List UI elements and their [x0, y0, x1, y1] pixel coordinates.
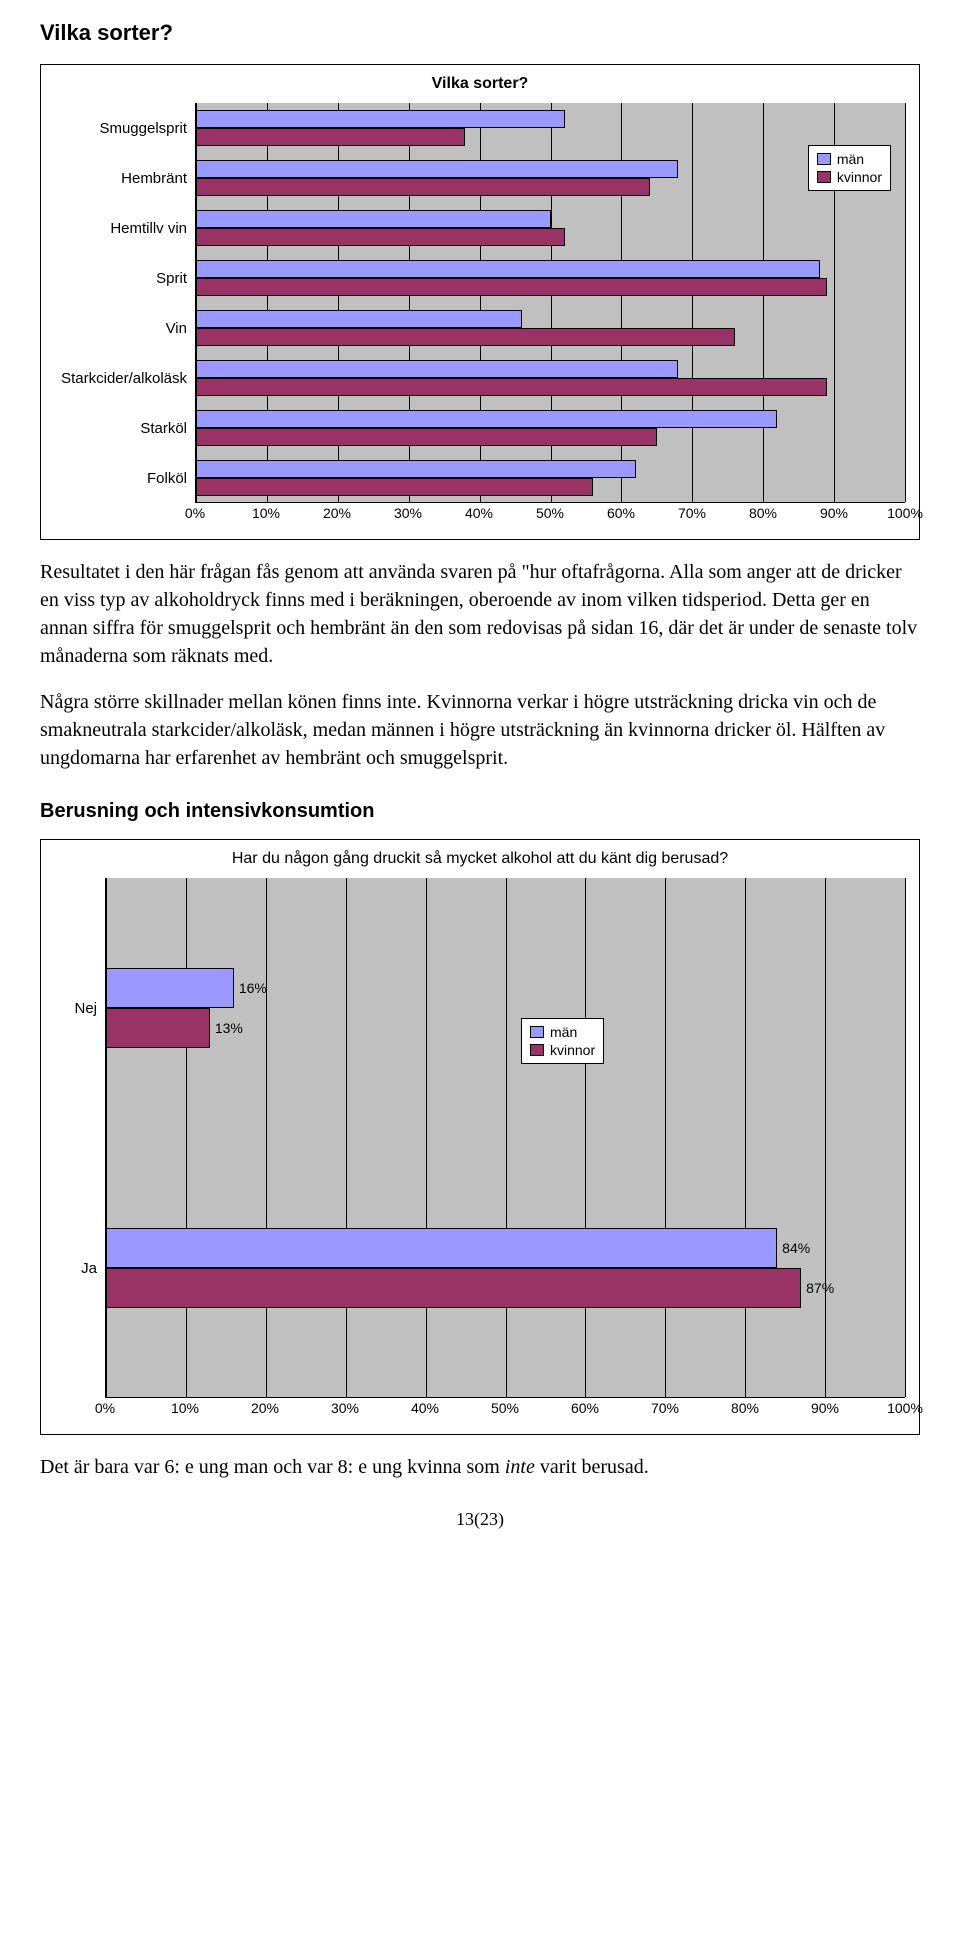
legend-swatch-man: [817, 153, 831, 165]
chart1-title: Vilka sorter?: [55, 75, 905, 93]
chart1-x-tick-label: 0%: [185, 505, 205, 521]
chart2-x-tick-label: 90%: [811, 1400, 839, 1416]
chart2-x-tick-label: 30%: [331, 1400, 359, 1416]
chart1-bar-group: [196, 453, 905, 503]
chart1-x-tick-label: 80%: [749, 505, 777, 521]
chart2-x-tick-label: 0%: [95, 1400, 115, 1416]
chart1-bar-group: [196, 353, 905, 403]
chart1-plot-area: [195, 103, 905, 503]
chart2-bar: 13%: [106, 1008, 210, 1048]
legend-swatch-kvinnor: [530, 1044, 544, 1056]
chart1-x-tick-label: 30%: [394, 505, 422, 521]
chart2-x-tick-label: 50%: [491, 1400, 519, 1416]
chart2-x-tick-label: 70%: [651, 1400, 679, 1416]
legend-label-man: män: [550, 1024, 577, 1040]
subheading-berusning: Berusning och intensivkonsumtion: [40, 800, 920, 823]
chart1-x-tick-label: 10%: [252, 505, 280, 521]
chart-vilka-sorter: Vilka sorter? SmuggelspritHembräntHemtil…: [40, 64, 920, 540]
chart2-bar: 16%: [106, 968, 234, 1008]
chart2-x-tick-label: 40%: [411, 1400, 439, 1416]
chart1-legend: män kvinnor: [808, 145, 891, 191]
paragraph-3: Det är bara var 6: e ung man och var 8: …: [40, 1453, 920, 1481]
legend-swatch-man: [530, 1026, 544, 1038]
chart2-category-label: Nej: [55, 878, 97, 1138]
chart1-x-tick-label: 20%: [323, 505, 351, 521]
chart1-x-tick-label: 90%: [820, 505, 848, 521]
chart1-bar: [196, 478, 593, 496]
chart1-category-label: Hemtillv vin: [55, 203, 187, 253]
chart1-bar: [196, 210, 551, 228]
page-number: 13(23): [40, 1509, 920, 1530]
chart1-bar-group: [196, 303, 905, 353]
chart1-category-label: Sprit: [55, 253, 187, 303]
chart1-bar: [196, 360, 678, 378]
chart1-bar: [196, 378, 827, 396]
chart2-bar-value-label: 16%: [239, 980, 267, 996]
chart1-bar: [196, 260, 820, 278]
chart1-bar-group: [196, 203, 905, 253]
main-heading: Vilka sorter?: [40, 20, 920, 46]
chart1-bar-group: [196, 103, 905, 153]
chart2-bar: 87%: [106, 1268, 801, 1308]
chart1-bar: [196, 228, 565, 246]
chart1-bar: [196, 328, 735, 346]
chart1-x-tick-label: 70%: [678, 505, 706, 521]
chart2-x-tick-label: 60%: [571, 1400, 599, 1416]
chart2-category-label: Ja: [55, 1138, 97, 1398]
chart2-bar-group: 84%87%: [106, 1138, 905, 1398]
chart1-category-label: Hembränt: [55, 153, 187, 203]
chart2-bar: 84%: [106, 1228, 777, 1268]
paragraph-2: Några större skillnader mellan könen fin…: [40, 688, 920, 772]
para3-italic: inte: [505, 1456, 535, 1478]
legend-swatch-kvinnor: [817, 171, 831, 183]
chart1-category-label: Starkcider/alkoläsk: [55, 353, 187, 403]
chart2-x-tick-label: 100%: [887, 1400, 923, 1416]
chart-berusad: Har du någon gång druckit så mycket alko…: [40, 839, 920, 1435]
chart1-bar: [196, 160, 678, 178]
chart1-category-label: Vin: [55, 303, 187, 353]
chart1-bar: [196, 110, 565, 128]
chart1-category-labels-col: SmuggelspritHembräntHemtillv vinSpritVin…: [55, 103, 195, 503]
chart1-x-tick-label: 60%: [607, 505, 635, 521]
chart1-x-tick-label: 50%: [536, 505, 564, 521]
chart1-bar-group: [196, 403, 905, 453]
legend-label-man: män: [837, 151, 864, 167]
chart1-x-tick-label: 100%: [887, 505, 923, 521]
para3-post: varit berusad.: [535, 1456, 649, 1478]
chart2-bar-value-label: 84%: [782, 1240, 810, 1256]
chart2-title: Har du någon gång druckit så mycket alko…: [55, 850, 905, 868]
chart1-bar: [196, 410, 777, 428]
chart1-x-ticks: 0%10%20%30%40%50%60%70%80%90%100%: [195, 505, 905, 525]
chart2-x-tick-label: 20%: [251, 1400, 279, 1416]
chart1-bar-group: [196, 253, 905, 303]
chart2-bar-group: 16%13%: [106, 878, 905, 1138]
chart1-bar: [196, 128, 465, 146]
chart2-legend: män kvinnor: [521, 1018, 604, 1064]
chart2-plot-area: 16%13%84%87%: [105, 878, 905, 1398]
chart2-gridline: [905, 878, 906, 1397]
chart1-bar: [196, 428, 657, 446]
chart2-bar-value-label: 87%: [806, 1280, 834, 1296]
chart1-bar: [196, 310, 522, 328]
legend-label-kvinnor: kvinnor: [550, 1042, 595, 1058]
legend-label-kvinnor: kvinnor: [837, 169, 882, 185]
chart2-x-tick-label: 10%: [171, 1400, 199, 1416]
chart1-bar-group: [196, 153, 905, 203]
chart1-x-tick-label: 40%: [465, 505, 493, 521]
chart1-category-label: Smuggelsprit: [55, 103, 187, 153]
chart2-x-ticks: 0%10%20%30%40%50%60%70%80%90%100%: [105, 1400, 905, 1420]
para3-pre: Det är bara var 6: e ung man och var 8: …: [40, 1456, 505, 1478]
chart1-bar: [196, 178, 650, 196]
chart2-x-tick-label: 80%: [731, 1400, 759, 1416]
paragraph-1: Resultatet i den här frågan fås genom at…: [40, 558, 920, 670]
chart1-gridline: [905, 103, 906, 502]
chart1-bar: [196, 460, 636, 478]
chart1-bar: [196, 278, 827, 296]
chart1-category-label: Starköl: [55, 403, 187, 453]
chart1-category-label: Folköl: [55, 453, 187, 503]
chart2-category-labels-col: NejJa: [55, 878, 105, 1398]
chart2-bar-value-label: 13%: [215, 1020, 243, 1036]
